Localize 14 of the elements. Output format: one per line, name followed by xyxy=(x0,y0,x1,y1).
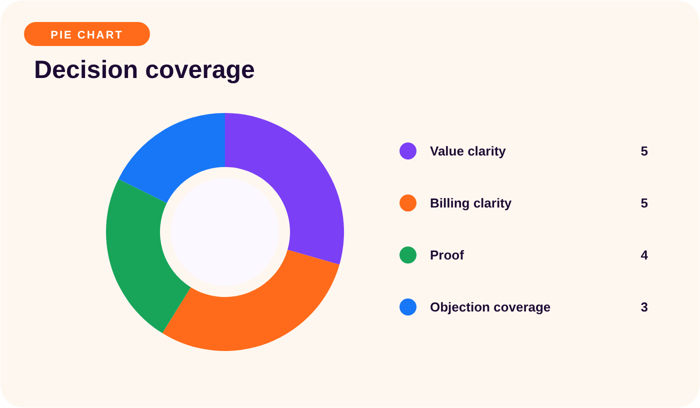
legend-label: Objection coverage xyxy=(430,300,551,314)
data-label: 5 xyxy=(640,144,648,158)
data-label: 3 xyxy=(640,300,648,314)
legend-label: Value clarity xyxy=(430,144,507,158)
text: PIE CHART xyxy=(50,30,124,42)
legend-label: Billing clarity xyxy=(430,196,512,210)
data-label: 5 xyxy=(640,196,648,210)
donut-slice xyxy=(106,178,191,334)
donut-slice xyxy=(162,250,340,351)
data-label: 4 xyxy=(640,248,649,262)
donut-slice xyxy=(225,113,344,265)
donut-slice xyxy=(118,113,225,204)
chart-title: Decision coverage xyxy=(34,56,256,84)
legend-label: Proof xyxy=(430,248,465,262)
